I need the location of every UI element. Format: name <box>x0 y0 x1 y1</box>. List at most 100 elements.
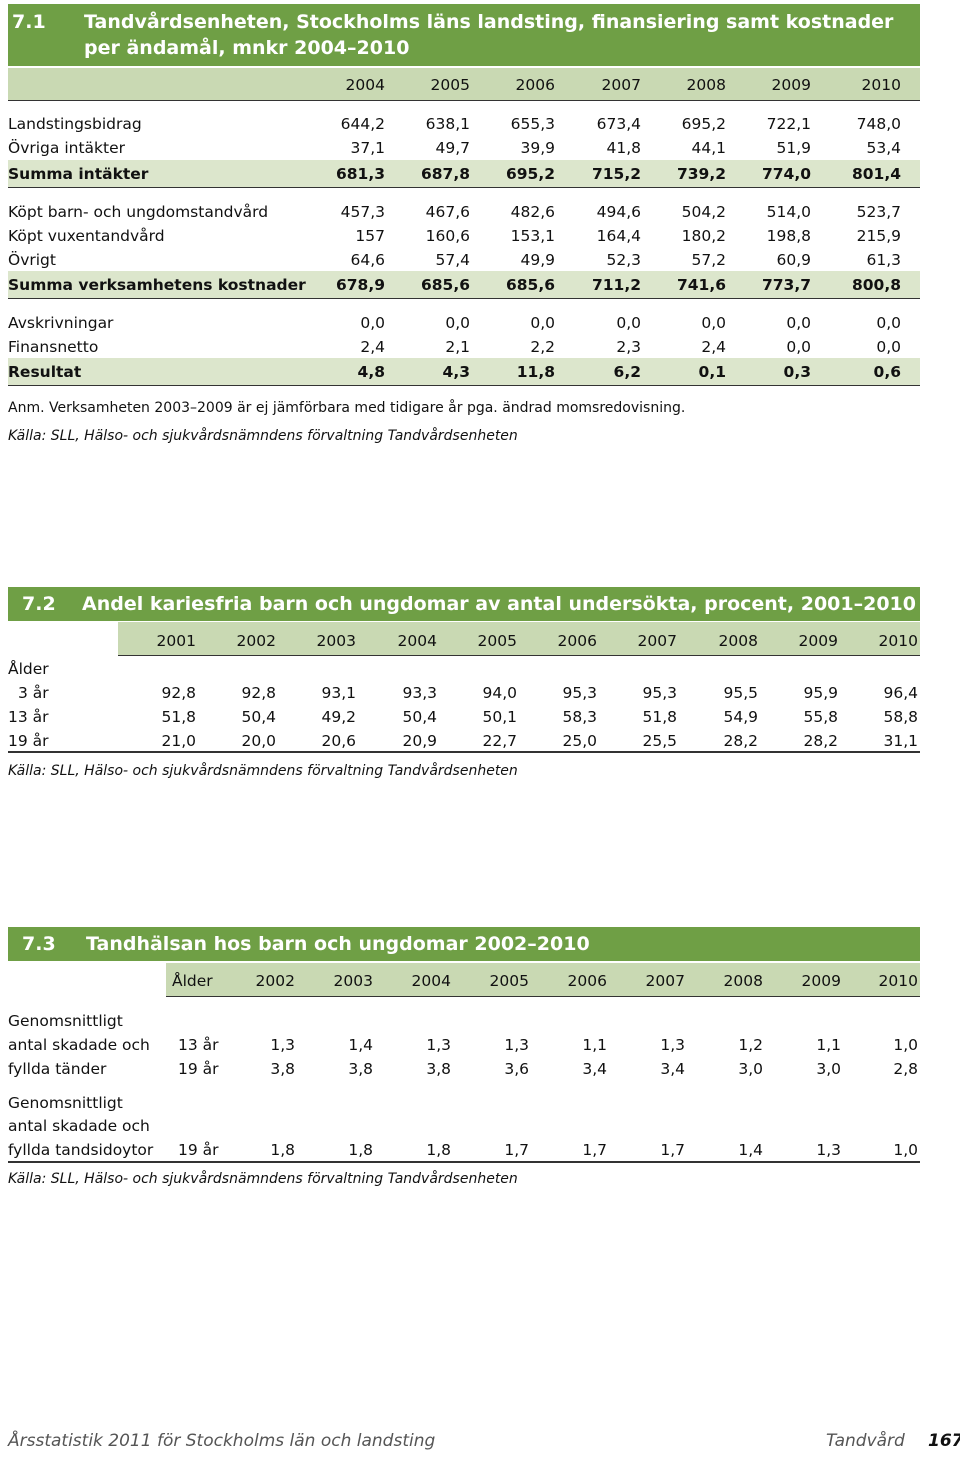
table1-year: 2009 <box>771 76 811 94</box>
table2-title: Andel kariesfria barn och ungdomar av an… <box>82 593 916 615</box>
table1-cell: 164,4 <box>596 227 641 245</box>
table1-source: Källa: SLL, Hälso- och sjukvårdsnämndens… <box>8 428 518 444</box>
table1-cell: 6,2 <box>613 363 641 381</box>
table1-cell: 722,1 <box>766 115 811 133</box>
table1-cell: 0,0 <box>530 314 555 332</box>
table1-cell: 0,0 <box>701 314 726 332</box>
table1-cell: 0,0 <box>876 314 901 332</box>
table2-cell: 25,0 <box>562 732 597 750</box>
footer-chapter: Tandvård <box>826 1431 905 1451</box>
table3-age: 19 år <box>178 1141 219 1159</box>
table1-cell: 61,3 <box>866 251 901 269</box>
table2-year-header <box>118 622 920 656</box>
table3-year: 2003 <box>333 972 373 990</box>
table3-cell: 3,6 <box>504 1060 529 1078</box>
table1-cell: 41,8 <box>606 139 641 157</box>
table1-year: 2006 <box>515 76 555 94</box>
table3-title-bar: 7.3 Tandhälsan hos barn och ungdomar 200… <box>8 927 920 961</box>
table1-cell: 60,9 <box>776 251 811 269</box>
table1-year-header <box>8 68 920 101</box>
table3-cell: 1,2 <box>738 1036 763 1054</box>
table1-row-label: Resultat <box>8 363 82 381</box>
table2-row-label: 3 år <box>18 684 49 702</box>
table1-cell: 523,7 <box>856 203 901 221</box>
table3-cell: 1,4 <box>348 1036 373 1054</box>
table1-cell: 39,9 <box>520 139 555 157</box>
table2-group-label: Ålder <box>8 660 49 678</box>
table3-cell: 1,3 <box>816 1141 841 1159</box>
table1-row-label: Summa intäkter <box>8 165 149 183</box>
table1-cell: 0,6 <box>873 363 901 381</box>
table2-year: 2006 <box>557 632 597 650</box>
table3-year: 2004 <box>411 972 451 990</box>
table3-age: 13 år <box>178 1036 219 1054</box>
table2-cell: 25,5 <box>642 732 677 750</box>
table3-year: 2002 <box>255 972 295 990</box>
table3-year: 2008 <box>723 972 763 990</box>
table2-year: 2009 <box>798 632 838 650</box>
table1-row-label: Övriga intäkter <box>8 139 125 157</box>
table2-title-bar: 7.2 Andel kariesfria barn och ungdomar a… <box>8 587 920 621</box>
table3-cell: 1,0 <box>893 1036 918 1054</box>
table1-cell: 504,2 <box>681 203 726 221</box>
table2-cell: 50,4 <box>402 708 437 726</box>
table1-cell: 514,0 <box>766 203 811 221</box>
table2-cell: 55,8 <box>803 708 838 726</box>
table1-cell: 687,8 <box>420 165 470 183</box>
table1-row-label: Summa verksamhetens kostnader <box>8 276 306 294</box>
table1-cell: 715,2 <box>591 165 641 183</box>
table2-cell: 94,0 <box>482 684 517 702</box>
table1-cell: 4,8 <box>357 363 385 381</box>
table1-cell: 695,2 <box>505 165 555 183</box>
table3-cell: 2,8 <box>893 1060 918 1078</box>
table1-number: 7.1 <box>12 11 46 33</box>
table1-cell: 64,6 <box>350 251 385 269</box>
table1-cell: 0,0 <box>360 314 385 332</box>
table1-sum-band <box>8 358 920 386</box>
table3-cell: 1,1 <box>816 1036 841 1054</box>
table3-cell: 1,1 <box>582 1036 607 1054</box>
table1-cell: 800,8 <box>851 276 901 294</box>
table1-cell: 494,6 <box>596 203 641 221</box>
table1-note: Anm. Verksamheten 2003–2009 är ej jämför… <box>8 400 686 416</box>
table2-cell: 51,8 <box>161 708 196 726</box>
table3-age-header: Ålder <box>172 972 213 990</box>
table1-sum-band <box>8 160 920 188</box>
table2-cell: 20,0 <box>241 732 276 750</box>
table2-cell: 95,9 <box>803 684 838 702</box>
table1-row-label: Landstingsbidrag <box>8 115 142 133</box>
table1-cell: 215,9 <box>856 227 901 245</box>
table3-age: 19 år <box>178 1060 219 1078</box>
table2-number: 7.2 <box>22 593 56 615</box>
table3-year: 2009 <box>801 972 841 990</box>
table1-cell: 673,4 <box>596 115 641 133</box>
table2-cell: 58,3 <box>562 708 597 726</box>
table1-sum-band <box>8 271 920 299</box>
table1-cell: 0,1 <box>698 363 726 381</box>
table3-year-header <box>166 963 920 997</box>
table1-year: 2010 <box>861 76 901 94</box>
table2-cell: 58,8 <box>883 708 918 726</box>
table1-cell: 678,9 <box>335 276 385 294</box>
table1-cell: 0,3 <box>783 363 811 381</box>
table2-cell: 28,2 <box>803 732 838 750</box>
table1-cell: 482,6 <box>510 203 555 221</box>
table1-row-label: Avskrivningar <box>8 314 114 332</box>
table3-cell: 1,3 <box>270 1036 295 1054</box>
table1-year: 2007 <box>601 76 641 94</box>
table3-group1-label: antal skadade och <box>8 1036 150 1054</box>
table1-cell: 695,2 <box>681 115 726 133</box>
table2-cell: 54,9 <box>723 708 758 726</box>
table2-cell: 20,6 <box>321 732 356 750</box>
table1-year: 2005 <box>430 76 470 94</box>
table2-year: 2010 <box>878 632 918 650</box>
table2-year: 2002 <box>236 632 276 650</box>
table2-year: 2007 <box>637 632 677 650</box>
table3-cell: 3,8 <box>270 1060 295 1078</box>
table1-cell: 774,0 <box>761 165 811 183</box>
table1-cell: 0,0 <box>616 314 641 332</box>
table1-cell: 685,6 <box>505 276 555 294</box>
table1-cell: 467,6 <box>425 203 470 221</box>
table3-group2-label: fyllda tandsidoytor <box>8 1141 154 1159</box>
table2-cell: 22,7 <box>482 732 517 750</box>
